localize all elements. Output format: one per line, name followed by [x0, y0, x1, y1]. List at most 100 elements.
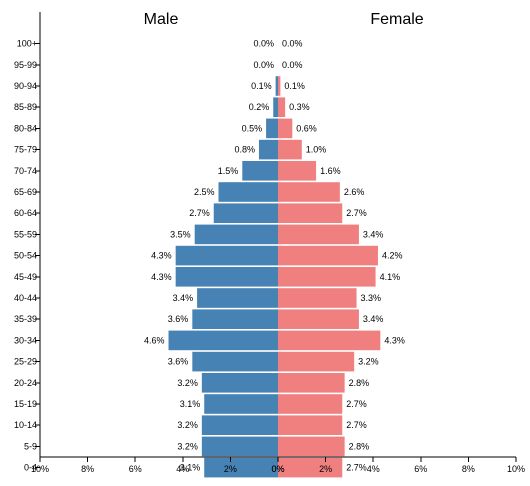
- male-value-label: 3.6%: [168, 357, 189, 367]
- age-group-label: 50-54: [14, 251, 37, 261]
- male-value-label: 1.5%: [218, 166, 239, 176]
- age-group-label: 35-39: [14, 314, 37, 324]
- female-value-label: 2.7%: [346, 463, 367, 473]
- male-value-label: 0.2%: [249, 102, 270, 112]
- female-bar-80-84: [278, 118, 293, 139]
- age-group-label: 85-89: [14, 102, 37, 112]
- male-value-label: 3.1%: [180, 463, 201, 473]
- female-bar-5-9: [278, 436, 345, 457]
- age-group-label: 55-59: [14, 229, 37, 239]
- age-group-label: 40-44: [14, 293, 37, 303]
- male-bar-5-9: [201, 436, 278, 457]
- age-group-label: 0-4: [24, 463, 37, 473]
- female-bar-70-74: [278, 161, 317, 181]
- age-group-label: 45-49: [14, 272, 37, 282]
- male-value-label: 3.6%: [168, 314, 189, 324]
- value-labels-group: 0.0% 0.0% 0.0% 0.0% 0.1% 0.1% 0.2% 0.3% 0.5% 0.6%…: [144, 39, 405, 473]
- male-bar-15-19: [204, 394, 278, 414]
- age-group-label: 30-34: [14, 335, 37, 345]
- male-bar-85-89: [273, 97, 278, 117]
- male-value-label: 3.2%: [177, 441, 198, 451]
- male-value-label: 2.5%: [194, 187, 215, 197]
- female-bar-50-54: [278, 245, 378, 266]
- x-tick-label: 6%: [129, 464, 142, 474]
- female-value-label: 1.0%: [306, 145, 327, 155]
- male-value-label: 3.1%: [180, 399, 201, 409]
- x-tick-label: 8%: [462, 464, 475, 474]
- age-group-label: 65-69: [14, 187, 37, 197]
- male-bar-0-4: [204, 457, 278, 478]
- age-group-label: 90-94: [14, 81, 37, 91]
- male-value-label: 3.2%: [177, 420, 198, 430]
- female-value-label: 0.0%: [282, 60, 303, 70]
- age-group-label: 75-79: [14, 145, 37, 155]
- female-value-label: 2.6%: [344, 187, 365, 197]
- age-group-label: 15-19: [14, 399, 37, 409]
- female-value-label: 4.1%: [380, 272, 401, 282]
- female-bar-25-29: [278, 351, 355, 372]
- male-bar-90-94: [275, 76, 278, 96]
- x-tick-label: 0%: [271, 464, 284, 474]
- x-tick-label: 4%: [176, 464, 189, 474]
- female-bar-35-39: [278, 309, 359, 329]
- female-bar-20-24: [278, 373, 345, 393]
- female-value-label: 0.1%: [284, 81, 305, 91]
- age-group-label: 100+: [17, 39, 37, 49]
- age-labels-group: 100+ 95-99 90-94 85-89 80-84 75-79 70-74 65-69 6…: [14, 39, 37, 473]
- male-bar-30-34: [168, 330, 278, 351]
- female-value-label: 0.3%: [289, 102, 310, 112]
- male-bar-10-14: [201, 415, 278, 435]
- female-bar-65-69: [278, 182, 340, 202]
- male-bar-70-74: [242, 161, 278, 181]
- male-bar-40-44: [197, 288, 278, 308]
- male-value-label: 4.6%: [144, 335, 165, 345]
- x-tick-label: 2%: [224, 464, 237, 474]
- age-group-label: 60-64: [14, 208, 37, 218]
- female-bar-90-94: [278, 76, 281, 96]
- female-bar-45-49: [278, 267, 376, 287]
- x-tick-label: 2%: [319, 464, 332, 474]
- female-value-label: 4.3%: [384, 335, 405, 345]
- female-bar-40-44: [278, 288, 357, 308]
- male-value-label: 0.0%: [253, 39, 274, 49]
- y-axis: [35, 12, 41, 469]
- x-tick-label: 6%: [414, 464, 427, 474]
- age-group-label: 70-74: [14, 166, 37, 176]
- female-bar-30-34: [278, 330, 381, 351]
- female-bar-10-14: [278, 415, 343, 435]
- male-value-label: 3.2%: [177, 378, 198, 388]
- female-value-label: 1.6%: [320, 166, 341, 176]
- male-value-label: 0.0%: [253, 60, 274, 70]
- female-value-label: 3.3%: [361, 293, 382, 303]
- male-bar-25-29: [192, 351, 278, 372]
- age-group-label: 95-99: [14, 60, 37, 70]
- male-bar-50-54: [175, 245, 278, 266]
- female-bar-85-89: [278, 97, 286, 117]
- male-bar-45-49: [175, 267, 278, 287]
- male-bar-65-69: [218, 182, 278, 202]
- age-group-label: 10-14: [14, 420, 37, 430]
- female-value-label: 2.7%: [346, 420, 367, 430]
- male-series-title: Male: [144, 11, 179, 28]
- female-value-label: 4.2%: [382, 251, 403, 261]
- male-value-label: 0.8%: [234, 145, 255, 155]
- male-bar-35-39: [192, 309, 278, 329]
- male-bar-80-84: [266, 118, 278, 139]
- female-bar-75-79: [278, 139, 302, 160]
- female-value-label: 3.4%: [363, 314, 384, 324]
- male-bar-20-24: [201, 373, 278, 393]
- male-value-label: 3.4%: [173, 293, 194, 303]
- x-tick-label: 10%: [507, 464, 525, 474]
- age-group-label: 20-24: [14, 378, 37, 388]
- x-tick-label: 10%: [31, 464, 49, 474]
- female-value-label: 2.8%: [349, 378, 370, 388]
- x-tick-label: 4%: [367, 464, 380, 474]
- female-value-label: 3.4%: [363, 229, 384, 239]
- age-group-label: 80-84: [14, 123, 37, 133]
- male-bar-75-79: [258, 139, 278, 160]
- female-value-label: 2.7%: [346, 208, 367, 218]
- female-bar-0-4: [278, 457, 343, 478]
- age-group-label: 25-29: [14, 357, 37, 367]
- female-bar-60-64: [278, 203, 343, 223]
- female-value-label: 0.6%: [296, 123, 317, 133]
